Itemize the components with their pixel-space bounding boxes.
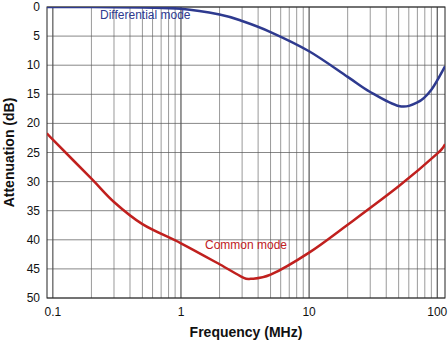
- y-tick-label: 10: [27, 58, 41, 72]
- y-tick-label: 50: [27, 291, 41, 305]
- y-tick-label: 5: [33, 29, 40, 43]
- y-tick-label: 25: [27, 146, 41, 160]
- series-line: [47, 133, 445, 279]
- background: [0, 0, 448, 344]
- y-tick-label: 0: [33, 0, 40, 14]
- chart: 0.1 1 10 100 0 5 10 15 20 25 30 35 40 45 50 Frequency (…: [0, 0, 448, 344]
- y-grid-line: [47, 65, 445, 66]
- y-grid-line: [47, 181, 445, 182]
- y-tick-label: 30: [27, 175, 41, 189]
- y-grid-line: [47, 36, 445, 37]
- series-line: [47, 7, 445, 107]
- y-grid-line: [47, 152, 445, 153]
- y-grid-line: [47, 268, 445, 269]
- y-tick-label: 35: [27, 204, 41, 218]
- x-tick-label: 100: [427, 305, 447, 319]
- y-grid-line: [47, 123, 445, 124]
- series-label: Differential mode: [100, 8, 191, 22]
- y-tick-label: 20: [27, 116, 41, 130]
- series-group: [47, 7, 445, 279]
- y-grid-line: [47, 94, 445, 95]
- x-tick-label: 1: [178, 305, 185, 319]
- y-axis-title: Attenuation (dB): [1, 98, 17, 208]
- x-axis-title: Frequency (MHz): [190, 324, 303, 340]
- x-tick-label: 10: [302, 305, 316, 319]
- y-tick-label: 45: [27, 262, 41, 276]
- x-tick-label: 0.1: [45, 305, 62, 319]
- y-tick-label: 15: [27, 87, 41, 101]
- plot-frame: [47, 7, 445, 298]
- grid: [47, 7, 445, 298]
- y-grid-line: [47, 210, 445, 211]
- y-tick-label: 40: [27, 233, 41, 247]
- series-label: Common mode: [205, 238, 287, 252]
